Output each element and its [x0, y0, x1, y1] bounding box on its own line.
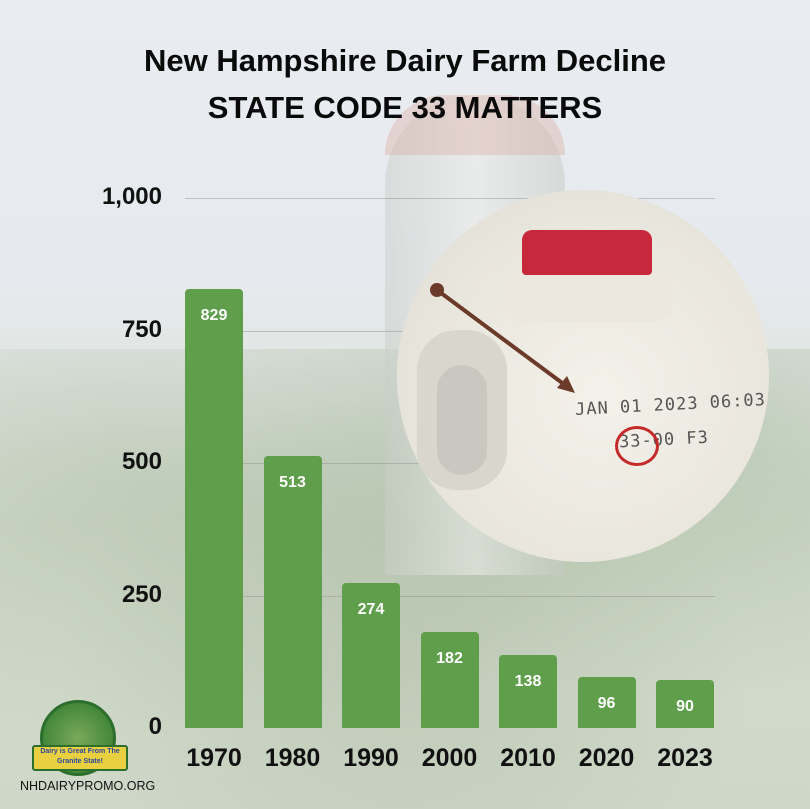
- data-label: 513: [279, 474, 306, 492]
- gridline: [185, 595, 715, 597]
- data-label: 138: [514, 672, 542, 690]
- logo-ribbon: Dairy is Great From The Granite State!: [32, 745, 128, 771]
- x-tick-label: 1980: [264, 744, 321, 772]
- x-tick-label: 2000: [421, 744, 478, 772]
- data-label: 274: [357, 600, 385, 618]
- chart-subtitle: STATE CODE 33 MATTERS: [207, 90, 603, 125]
- arrow-icon: [430, 283, 575, 393]
- y-tick-label: 1,000: [101, 183, 162, 210]
- jug-handle-hole: [437, 365, 487, 475]
- bar-1970: 829: [185, 288, 243, 728]
- bar-2020: 96: [577, 677, 636, 728]
- milk-jug-photo: JAN 01 2023 06:03 33-00 F3: [397, 190, 769, 562]
- data-label: 90: [676, 698, 694, 716]
- x-tick-label: 2010: [500, 744, 556, 772]
- chart-title: New Hampshire Dairy Farm Decline: [143, 43, 667, 78]
- x-tick-label: 1970: [186, 744, 242, 772]
- bar-1990: 274: [342, 582, 400, 728]
- bar-1980: 513: [263, 456, 322, 728]
- jug-neck: [502, 272, 672, 322]
- gridline: [185, 198, 715, 199]
- x-tick-label: 2023: [657, 744, 713, 772]
- bar-2000: 182: [420, 631, 479, 728]
- jug-cap: [522, 230, 652, 275]
- bar-2010: 138: [499, 654, 557, 728]
- x-tick-label: 1990: [343, 744, 399, 772]
- website-link[interactable]: NHDAIRYPROMO.ORG: [20, 779, 156, 793]
- background-silo-roof: [385, 95, 565, 155]
- bar-2023: 90: [656, 680, 714, 728]
- x-tick-label: 2020: [578, 744, 635, 772]
- y-tick-label: 500: [121, 448, 162, 475]
- state-code-highlight-circle: [615, 426, 659, 466]
- data-label: 96: [597, 695, 616, 713]
- data-label: 182: [436, 649, 463, 667]
- y-tick-label: 750: [121, 315, 162, 343]
- data-label: 829: [200, 306, 228, 324]
- y-tick-label: 250: [121, 580, 162, 608]
- y-tick-label: 0: [148, 713, 162, 740]
